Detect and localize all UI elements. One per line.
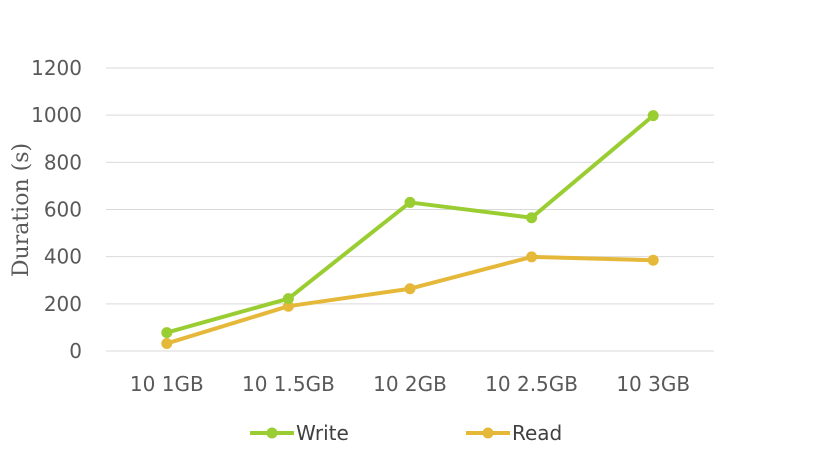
y-tick-label: 600 bbox=[44, 198, 82, 222]
x-axis-tick-labels: 10 1GB 10 1.5GB 10 2GB 10 2.5GB 10 3GB bbox=[130, 372, 690, 396]
legend: Write Read bbox=[250, 421, 562, 445]
data-point-read bbox=[161, 338, 172, 349]
series-line-read bbox=[167, 257, 653, 344]
y-axis-title: Duration (s) bbox=[9, 143, 34, 277]
legend-label-read: Read bbox=[512, 421, 562, 445]
x-tick-label: 10 2.5GB bbox=[485, 372, 578, 396]
data-point-write bbox=[283, 293, 294, 304]
data-point-write bbox=[648, 110, 659, 121]
y-tick-label: 400 bbox=[44, 245, 82, 269]
x-tick-label: 10 2GB bbox=[373, 372, 447, 396]
data-point-read bbox=[405, 283, 416, 294]
y-tick-label: 800 bbox=[44, 150, 82, 174]
legend-marker-write bbox=[267, 428, 278, 439]
data-point-write bbox=[405, 197, 416, 208]
y-tick-label: 1000 bbox=[31, 103, 82, 127]
y-axis-tick-labels: 0 200 400 600 800 1000 1200 bbox=[31, 56, 82, 363]
series-line-write bbox=[167, 116, 653, 333]
y-tick-label: 200 bbox=[44, 292, 82, 316]
legend-marker-read bbox=[483, 428, 494, 439]
gridlines bbox=[106, 68, 714, 351]
y-tick-label: 0 bbox=[69, 339, 82, 363]
series-group bbox=[161, 110, 658, 349]
data-point-write bbox=[161, 327, 172, 338]
data-point-write bbox=[526, 212, 537, 223]
x-tick-label: 10 1.5GB bbox=[242, 372, 335, 396]
data-point-read bbox=[526, 251, 537, 262]
y-tick-label: 1200 bbox=[31, 56, 82, 80]
legend-label-write: Write bbox=[296, 421, 349, 445]
x-tick-label: 10 1GB bbox=[130, 372, 204, 396]
x-tick-label: 10 3GB bbox=[616, 372, 690, 396]
data-point-read bbox=[648, 255, 659, 266]
